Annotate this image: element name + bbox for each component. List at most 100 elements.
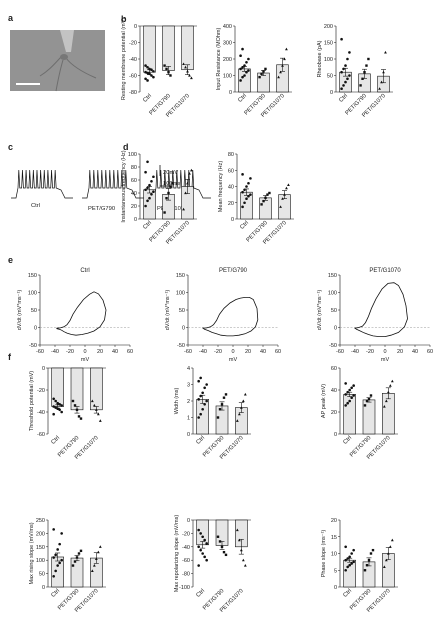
data-point [197, 416, 200, 419]
data-point [350, 396, 353, 400]
bar-2 [162, 25, 175, 71]
category-label: Ctrl [342, 588, 353, 599]
data-point [224, 553, 228, 557]
category-label: Ctrl [50, 588, 61, 599]
y-tick-label: 150 [28, 273, 37, 279]
data-point [224, 393, 228, 396]
data-point [163, 64, 166, 67]
y-tick-label: -100 [179, 585, 190, 591]
data-point [382, 70, 385, 74]
data-point [245, 70, 248, 74]
data-point [222, 396, 226, 399]
data-point [148, 183, 151, 187]
data-point [184, 65, 187, 69]
data-point [249, 193, 252, 196]
data-point [281, 197, 284, 200]
category-label: Ctrl [239, 220, 250, 231]
category-label: Ctrl [142, 220, 153, 231]
data-point [279, 205, 282, 208]
data-point [186, 69, 189, 73]
data-point [216, 416, 220, 419]
y-tick-label: -80 [129, 90, 137, 96]
data-point [165, 67, 168, 71]
data-point [258, 75, 261, 79]
data-point [237, 412, 241, 416]
y-tick-label: -40 [182, 545, 190, 551]
y-axis-label: Rheobase (pA) [317, 40, 323, 77]
y-tick-label: 100 [328, 291, 337, 297]
x-tick-label: 20 [97, 349, 103, 355]
trace-label-g790: PET/G790 [88, 206, 115, 212]
data-point [150, 74, 153, 77]
y-axis-label: dV/dt (mV*ms⁻¹) [165, 290, 171, 331]
chart-e3: -50 0 50 100 150 -60 -40 -20 0 20 40 60 mV dV/dt (mV*… [317, 268, 433, 363]
x-tick-label: -60 [336, 349, 344, 355]
data-point [367, 57, 370, 61]
x-axis-label: mV [381, 357, 390, 363]
chart-title: PET/G1070 [369, 268, 401, 274]
x-tick-label: 40 [412, 349, 418, 355]
category-label: Ctrl [195, 588, 206, 599]
data-point [146, 71, 149, 75]
data-point [264, 67, 267, 71]
data-point [146, 160, 149, 164]
data-point [75, 556, 79, 559]
y-tick-label: 2 [187, 399, 190, 405]
data-point [220, 545, 224, 548]
data-point [205, 399, 208, 403]
data-point [241, 399, 245, 403]
data-point [243, 564, 247, 567]
y-tick-label: 20 [331, 410, 337, 416]
data-point [146, 65, 149, 69]
x-tick-label: 40 [260, 349, 266, 355]
y-tick-label: -60 [129, 74, 137, 80]
data-point [96, 412, 100, 416]
data-point [344, 80, 347, 84]
y-tick-label: 100 [36, 558, 45, 564]
data-point [369, 394, 373, 397]
bar-2 [259, 197, 272, 220]
data-point [60, 404, 63, 407]
data-point [203, 538, 206, 542]
x-tick-label: -20 [366, 349, 374, 355]
data-point [199, 412, 202, 416]
data-point [167, 71, 170, 74]
data-point [371, 548, 375, 552]
data-point [52, 556, 55, 559]
data-point [54, 553, 57, 557]
y-axis-label: Resting membrane potential (mV) [121, 18, 127, 100]
data-point [98, 419, 102, 422]
data-point [388, 384, 392, 387]
data-point [52, 405, 55, 408]
chart-title: Ctrl [80, 268, 89, 274]
y-axis-label: Max repolarizing slope (mV/ms) [174, 515, 180, 592]
y-tick-label: 0 [134, 217, 137, 223]
y-tick-label: 20 [331, 518, 337, 524]
data-point [96, 550, 100, 554]
panel-label-b: b [121, 14, 127, 24]
data-point [363, 404, 367, 407]
data-point [56, 564, 59, 567]
y-tick-label: 200 [324, 24, 333, 30]
y-tick-label: 20 [131, 204, 137, 210]
data-point [216, 535, 220, 538]
y-tick-label: 5 [334, 568, 337, 574]
data-point [348, 388, 351, 392]
phase-loop [201, 297, 259, 337]
data-point [243, 74, 246, 77]
y-tick-label: 1 [187, 416, 190, 422]
data-point [382, 405, 386, 408]
y-tick-label: 0 [334, 326, 337, 332]
data-point [58, 561, 61, 565]
data-point [201, 391, 204, 395]
data-point [239, 548, 243, 552]
data-point [241, 47, 244, 51]
data-point [71, 564, 75, 567]
y-tick-label: -40 [129, 57, 137, 63]
data-point [245, 197, 248, 200]
y-axis-label: Width (ms) [174, 388, 180, 415]
x-tick-label: 0 [83, 349, 86, 355]
